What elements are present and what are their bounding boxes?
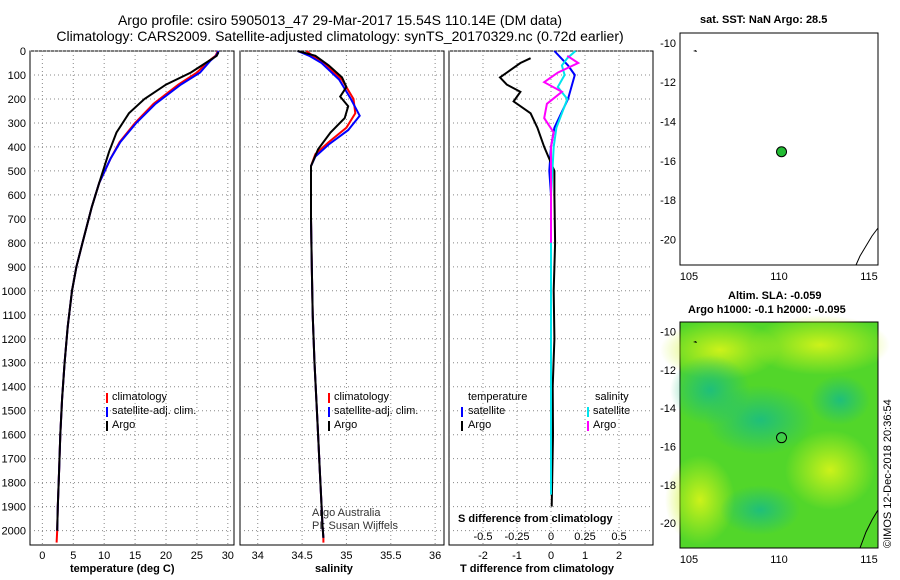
diff-legend-s-satellite: satellite <box>593 405 631 417</box>
temp-legend-climatology: climatology <box>112 391 168 403</box>
depth-tick-label: 800 <box>8 238 26 250</box>
x-tick-label: 0 <box>39 550 45 562</box>
map-lat-tick: -20 <box>660 518 676 530</box>
map-lat-tick: -14 <box>660 403 676 415</box>
map-lat-tick: -10 <box>660 327 676 339</box>
depth-tick-label: 0 <box>20 46 26 58</box>
depth-tick-label: 1600 <box>2 430 26 442</box>
series-salinity-argo <box>297 50 350 538</box>
series-temperature-climatology <box>55 50 219 543</box>
x-tick-label: 20 <box>160 550 172 562</box>
x-tick-label: 34.5 <box>291 550 312 562</box>
map-lat-tick: -18 <box>660 480 676 492</box>
series-difference-from-climatology-temperature-argo <box>498 57 557 507</box>
x-tick-label: 2 <box>616 550 622 562</box>
map-lon-tick: 115 <box>860 271 878 283</box>
map-lat-tick: -16 <box>660 441 676 453</box>
map-lon-tick: 105 <box>680 271 698 283</box>
x-tick-label: 36 <box>429 550 441 562</box>
s-diff-tick-label: 0.5 <box>611 531 626 543</box>
x-tick-label: -1 <box>512 550 522 562</box>
map-lon-tick: 110 <box>770 554 788 566</box>
diff-top-label: S difference from climatology <box>458 513 613 525</box>
series-difference-from-climatology-salinity-satellite <box>550 50 577 495</box>
credit-line1: Argo Australia <box>312 507 381 519</box>
x-tick-label: 30 <box>222 550 234 562</box>
x-tick-label: 35 <box>340 550 352 562</box>
depth-tick-label: 1500 <box>2 406 26 418</box>
depth-tick-label: 1900 <box>2 502 26 514</box>
sla-map-island <box>693 341 697 343</box>
sla-map-coastline <box>859 509 879 549</box>
series-salinity-satellite-adj-clim- <box>297 50 361 538</box>
map-lat-tick: -12 <box>660 77 676 89</box>
depth-tick-label: 1800 <box>2 478 26 490</box>
x-tick-label: 10 <box>98 550 110 562</box>
sla-map-title2: Argo h1000: -0.1 h2000: -0.095 <box>688 304 846 316</box>
x-tick-label: 25 <box>191 550 203 562</box>
diff-xlabel: T difference from climatology <box>460 563 615 575</box>
series-temperature-argo <box>56 51 220 531</box>
x-tick-label: 0 <box>548 550 554 562</box>
depth-tick-label: 700 <box>8 214 26 226</box>
diff-legend-t-satellite: satellite <box>468 405 506 417</box>
credit-line2: PI: Susan Wijffels <box>312 520 398 532</box>
s-diff-tick-label: 0.25 <box>574 531 595 543</box>
map-lat-tick: -20 <box>660 234 676 246</box>
sal-legend-climatology: climatology <box>334 391 390 403</box>
sst-map-title: sat. SST: NaN Argo: 28.5 <box>700 14 828 26</box>
map-lat-tick: -14 <box>660 116 676 128</box>
series-difference-from-climatology-salinity-argo <box>542 54 581 243</box>
map-lat-tick: -12 <box>660 365 676 377</box>
depth-tick-label: 2000 <box>2 526 26 538</box>
diff-legend-t-argo: Argo <box>468 419 492 431</box>
depth-tick-label: 900 <box>8 262 26 274</box>
diff-legend-s-argo: Argo <box>593 419 617 431</box>
chart-title-line2: Climatology: CARS2009. Satellite-adjuste… <box>56 28 624 44</box>
depth-tick-label: 200 <box>8 94 26 106</box>
map-lon-tick: 105 <box>680 554 698 566</box>
s-diff-tick-label: -0.5 <box>474 531 493 543</box>
map-lat-tick: -10 <box>660 38 676 50</box>
depth-tick-label: 1700 <box>2 454 26 466</box>
temp-legend-argo: Argo <box>112 419 136 431</box>
sst-float-marker <box>776 146 788 158</box>
temp-xlabel: temperature (deg C) <box>70 563 175 575</box>
x-tick-label: 1 <box>582 550 588 562</box>
map-lat-tick: -18 <box>660 195 676 207</box>
map-lat-tick: -16 <box>660 156 676 168</box>
s-diff-tick-label: -0.25 <box>504 531 529 543</box>
x-tick-label: 5 <box>70 550 76 562</box>
depth-tick-label: 400 <box>8 142 26 154</box>
sla-float-marker <box>776 432 788 444</box>
depth-tick-label: 1000 <box>2 286 26 298</box>
map-lon-tick: 115 <box>860 554 878 566</box>
sal-xlabel: salinity <box>315 563 353 575</box>
s-diff-tick-label: 0 <box>548 531 554 543</box>
map-lon-tick: 110 <box>770 271 788 283</box>
depth-tick-label: 100 <box>8 70 26 82</box>
series-salinity-climatology <box>305 50 357 543</box>
depth-tick-label: 1200 <box>2 334 26 346</box>
sla-map-title1: Altim. SLA: -0.059 <box>728 290 822 302</box>
chart-title-line1: Argo profile: csiro 5905013_47 29-Mar-20… <box>117 12 563 28</box>
sal-legend-argo: Argo <box>334 419 358 431</box>
depth-tick-label: 300 <box>8 118 26 130</box>
sla-field <box>660 315 890 545</box>
temp-panel-frame <box>29 50 235 546</box>
sst-map-island <box>693 50 697 52</box>
diff-legend-salinity-header: salinity <box>595 391 629 403</box>
depth-tick-label: 1400 <box>2 382 26 394</box>
x-tick-label: 15 <box>129 550 141 562</box>
depth-tick-label: 600 <box>8 190 26 202</box>
sal-panel-frame <box>239 50 445 546</box>
depth-tick-label: 500 <box>8 166 26 178</box>
x-tick-label: -2 <box>478 550 488 562</box>
sst-map-coastline <box>855 227 879 266</box>
depth-tick-label: 1300 <box>2 358 26 370</box>
x-tick-label: 34 <box>252 550 264 562</box>
depth-tick-label: 1100 <box>2 310 26 322</box>
x-tick-label: 35.5 <box>380 550 401 562</box>
